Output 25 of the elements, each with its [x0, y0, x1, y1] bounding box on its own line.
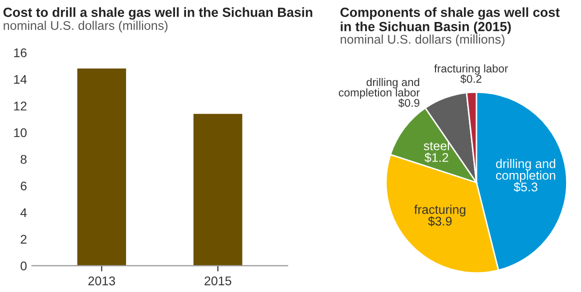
- y-tick-label: 16: [14, 48, 27, 58]
- data-label: $3.9: [428, 216, 452, 226]
- data-label: $5.3: [514, 182, 538, 192]
- y-tick-label: 0: [20, 262, 27, 270]
- y-tick-label: 10: [14, 128, 27, 138]
- y-tick-label: 4: [20, 208, 27, 217]
- y-tick-label: 14: [14, 75, 27, 84]
- chart-subtitle: nominal U.S. dollars (millions): [4, 20, 168, 32]
- y-tick-label: 6: [20, 182, 27, 190]
- chart-subtitle: nominal U.S. dollars (millions): [340, 34, 504, 46]
- y-tick-label: 12: [14, 102, 26, 110]
- data-label: $0.9: [398, 98, 420, 108]
- y-tick-label: 2: [20, 234, 26, 244]
- data-label: $0.2: [460, 74, 482, 84]
- slice-label: drilling and completion labor: [338, 78, 420, 99]
- x-tick-label: 2013: [88, 276, 116, 286]
- slice-label: fracturing: [414, 204, 466, 216]
- chart-title: Cost to drill a shale gas well in the Sichuan Basin: [3, 7, 312, 20]
- chart-title: Components of shale gas well cost in the Sichuan Basin (2015): [340, 7, 560, 34]
- slice-label: steel: [424, 141, 449, 150]
- y-tick-label: 8: [20, 154, 27, 164]
- data-label: $1.2: [424, 152, 448, 163]
- x-tick-label: 2015: [204, 276, 232, 286]
- slice-label: drilling and completion: [496, 158, 556, 182]
- slice-label: fracturing labor: [434, 64, 508, 75]
